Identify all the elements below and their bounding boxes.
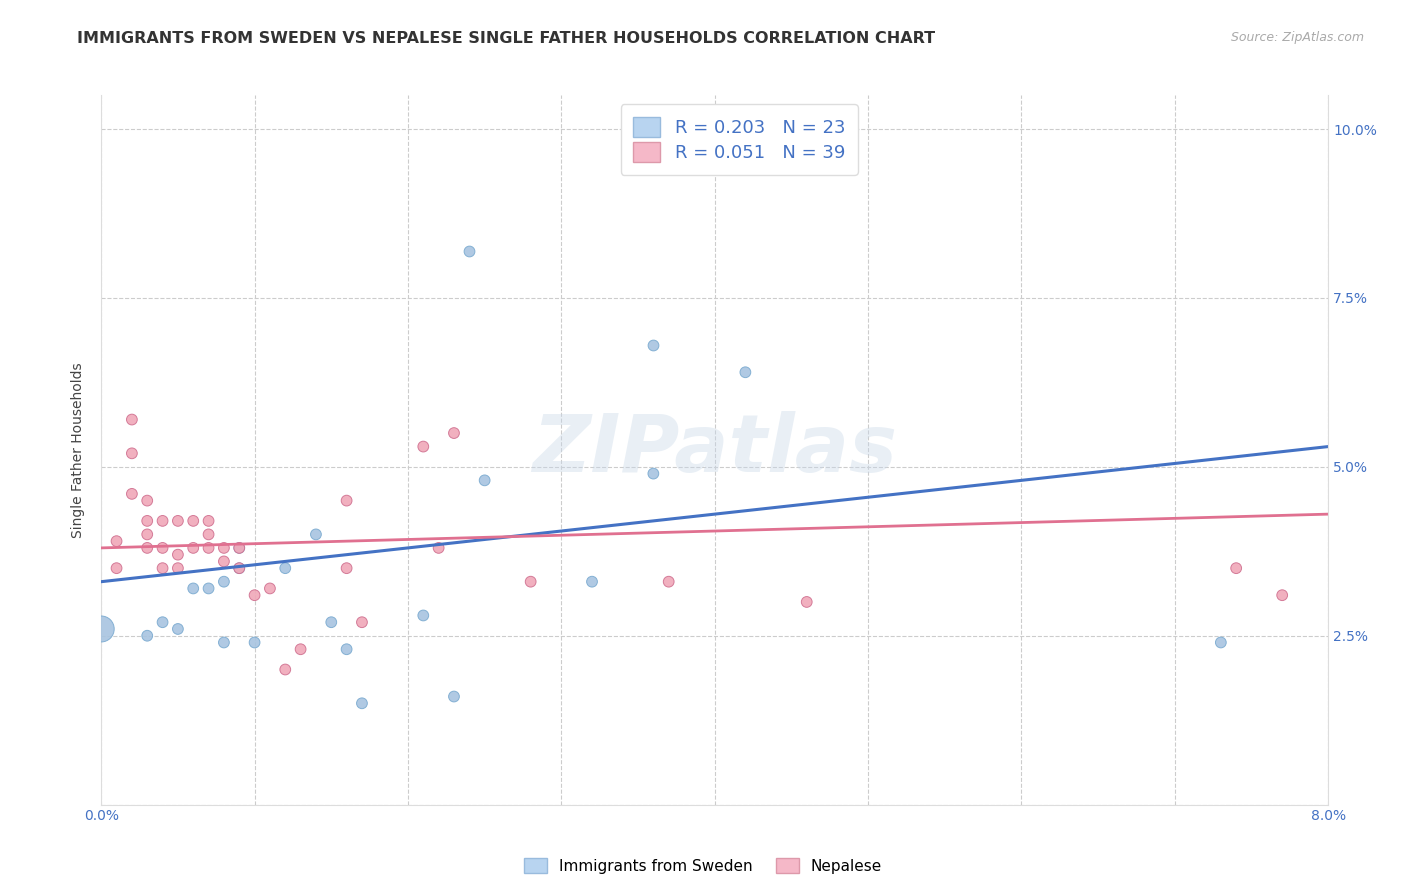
Point xyxy=(136,493,159,508)
Point xyxy=(167,514,190,528)
Point xyxy=(412,608,434,623)
Point xyxy=(136,527,159,541)
Point xyxy=(350,615,373,630)
Point xyxy=(243,635,266,649)
Point xyxy=(1209,635,1232,649)
Legend: Immigrants from Sweden, Nepalese: Immigrants from Sweden, Nepalese xyxy=(517,852,889,880)
Point xyxy=(734,365,756,379)
Point xyxy=(350,696,373,710)
Text: ZIPatlas: ZIPatlas xyxy=(533,411,897,489)
Point xyxy=(105,534,128,549)
Point xyxy=(336,642,359,657)
Point xyxy=(212,635,235,649)
Point xyxy=(274,561,297,575)
Y-axis label: Single Father Households: Single Father Households xyxy=(72,362,86,538)
Point xyxy=(412,440,434,454)
Point xyxy=(167,622,190,636)
Point xyxy=(581,574,603,589)
Point xyxy=(105,561,128,575)
Point xyxy=(259,582,281,596)
Point xyxy=(228,541,250,555)
Point xyxy=(181,514,204,528)
Point xyxy=(90,622,112,636)
Point xyxy=(228,561,250,575)
Point xyxy=(152,541,174,555)
Point xyxy=(136,541,159,555)
Point xyxy=(152,514,174,528)
Point xyxy=(197,582,219,596)
Point xyxy=(443,425,465,440)
Point xyxy=(197,541,219,555)
Point xyxy=(136,629,159,643)
Point xyxy=(197,514,219,528)
Point xyxy=(243,588,266,602)
Text: IMMIGRANTS FROM SWEDEN VS NEPALESE SINGLE FATHER HOUSEHOLDS CORRELATION CHART: IMMIGRANTS FROM SWEDEN VS NEPALESE SINGL… xyxy=(77,31,935,46)
Point xyxy=(121,487,143,501)
Point xyxy=(136,514,159,528)
Point xyxy=(336,493,359,508)
Point xyxy=(519,574,541,589)
Point xyxy=(658,574,681,589)
Point xyxy=(212,554,235,568)
Point xyxy=(121,412,143,426)
Point xyxy=(458,244,481,258)
Point xyxy=(121,446,143,460)
Point xyxy=(152,561,174,575)
Point xyxy=(290,642,312,657)
Point xyxy=(321,615,343,630)
Point xyxy=(152,615,174,630)
Point xyxy=(1225,561,1247,575)
Point xyxy=(336,561,359,575)
Legend: R = 0.203   N = 23, R = 0.051   N = 39: R = 0.203 N = 23, R = 0.051 N = 39 xyxy=(620,104,858,175)
Point xyxy=(274,663,297,677)
Point xyxy=(197,527,219,541)
Point xyxy=(181,582,204,596)
Point xyxy=(474,474,496,488)
Point xyxy=(643,338,665,352)
Point xyxy=(427,541,450,555)
Point xyxy=(212,574,235,589)
Point xyxy=(181,541,204,555)
Point xyxy=(212,541,235,555)
Point xyxy=(796,595,818,609)
Point xyxy=(1271,588,1294,602)
Point xyxy=(443,690,465,704)
Point xyxy=(643,467,665,481)
Point xyxy=(228,541,250,555)
Point xyxy=(167,561,190,575)
Point xyxy=(305,527,328,541)
Text: Source: ZipAtlas.com: Source: ZipAtlas.com xyxy=(1230,31,1364,45)
Point xyxy=(167,548,190,562)
Point xyxy=(228,561,250,575)
